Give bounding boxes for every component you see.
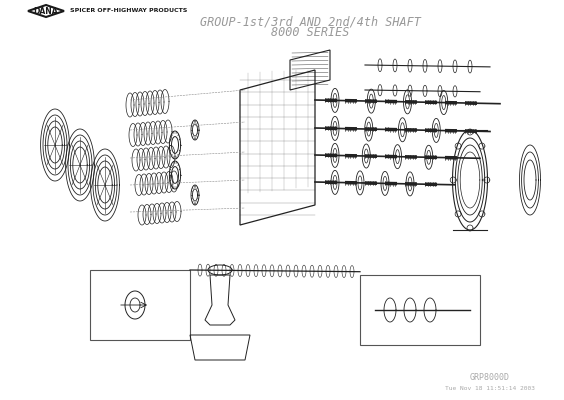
Text: 8000 SERIES: 8000 SERIES — [271, 26, 349, 38]
Bar — [90, 270, 190, 340]
Text: GRP8000D: GRP8000D — [470, 374, 510, 382]
Text: SPICER OFF-HIGHWAY PRODUCTS: SPICER OFF-HIGHWAY PRODUCTS — [70, 8, 187, 14]
Text: Tue Nov 18 11:51:14 2003: Tue Nov 18 11:51:14 2003 — [445, 386, 535, 390]
Text: DANA: DANA — [34, 6, 58, 16]
Text: GROUP-1st/3rd AND 2nd/4th SHAFT: GROUP-1st/3rd AND 2nd/4th SHAFT — [200, 16, 420, 28]
Bar — [360, 275, 480, 345]
